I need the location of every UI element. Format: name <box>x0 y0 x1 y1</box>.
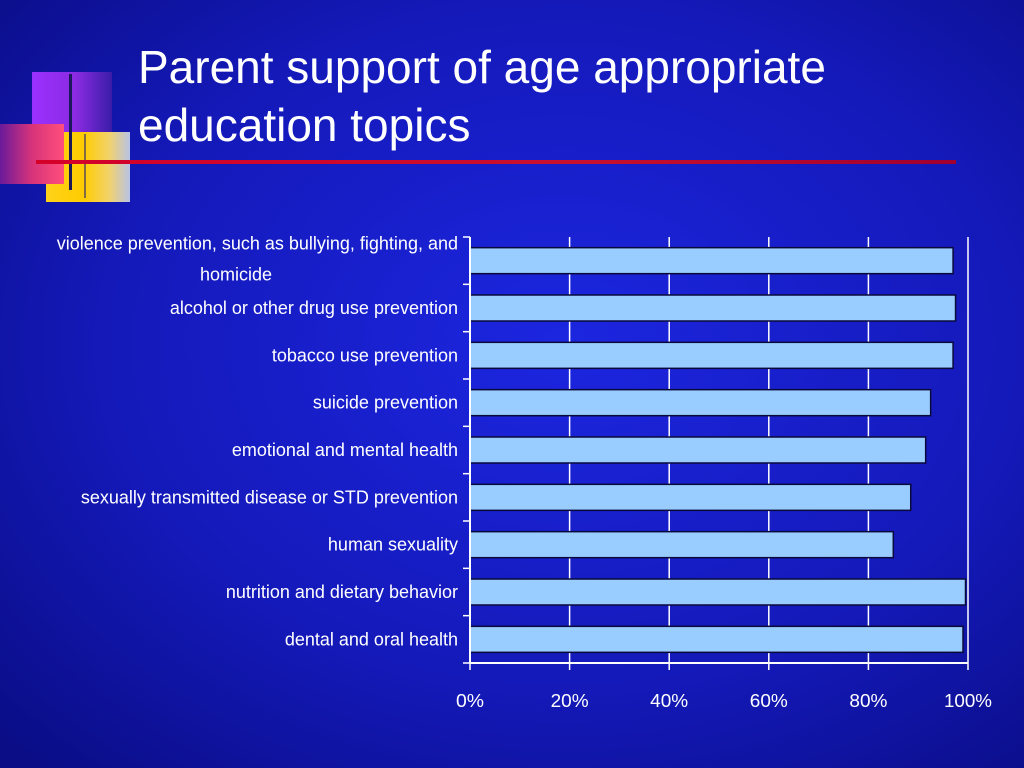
category-label-1: alcohol or other drug use prevention <box>170 298 458 318</box>
bar-8 <box>469 625 964 654</box>
bar-0 <box>469 246 954 275</box>
decorative-purple-square <box>32 72 112 134</box>
category-label-0-line-2: homicide <box>200 265 272 285</box>
bar-1 <box>469 294 957 322</box>
title-underline-rule <box>36 160 956 164</box>
x-tick-label-2: 40% <box>650 691 688 711</box>
category-label-5: sexually transmitted disease or STD prev… <box>81 487 458 507</box>
category-label-0-line-1: violence prevention, such as bullying, f… <box>57 234 458 254</box>
decorative-vertical-line-secondary <box>84 134 86 198</box>
x-tick-label-1: 20% <box>551 691 589 711</box>
category-label-6: human sexuality <box>328 535 458 555</box>
category-label-7: nutrition and dietary behavior <box>226 582 458 602</box>
x-tick-label-3: 60% <box>750 691 788 711</box>
slide-title-line-2: education topics <box>138 99 471 151</box>
decorative-vertical-line <box>69 74 72 190</box>
decorative-pink-square <box>0 124 64 184</box>
bar-5 <box>469 483 912 512</box>
x-tick-label-0: 0% <box>456 691 484 711</box>
bar-6 <box>469 530 895 559</box>
category-label-4: emotional and mental health <box>232 440 458 460</box>
bar-4 <box>469 436 927 464</box>
x-tick-label-4: 80% <box>849 691 887 711</box>
bar-3 <box>469 388 932 417</box>
category-label-8: dental and oral health <box>285 629 458 649</box>
slide-title: Parent support of age appropriate educat… <box>138 38 978 154</box>
bar-2 <box>469 341 954 370</box>
category-label-2: tobacco use prevention <box>272 345 458 365</box>
category-label-3: suicide prevention <box>313 393 458 413</box>
slide-title-line-1: Parent support of age appropriate <box>138 41 826 93</box>
bar-7 <box>469 578 967 606</box>
x-tick-label-5: 100% <box>944 691 992 711</box>
